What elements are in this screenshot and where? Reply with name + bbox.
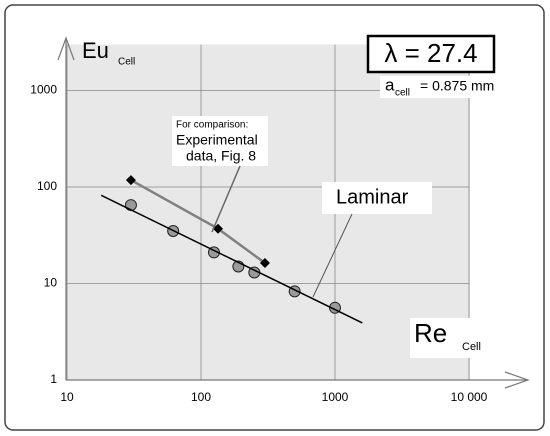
laminar-label: Laminar xyxy=(336,186,409,208)
note-line: Experimental xyxy=(176,132,258,148)
y-tick-label: 10 xyxy=(44,276,58,290)
x-tick-label: 100 xyxy=(191,390,211,404)
data-point xyxy=(213,223,224,234)
y-label-sub: Cell xyxy=(118,57,135,68)
y-tick-label: 1000 xyxy=(30,83,57,97)
x-tick-label: 1000 xyxy=(322,390,349,404)
x-arrow xyxy=(504,371,530,389)
y-arrow xyxy=(57,36,75,61)
data-point xyxy=(259,258,270,269)
a-box xyxy=(380,76,510,98)
lambda: λ = 27.4 xyxy=(384,38,477,68)
laminar-box xyxy=(322,182,432,214)
a-main: a xyxy=(385,75,395,94)
x-label-box xyxy=(410,318,500,358)
a-value: = 0.875 mm xyxy=(420,78,494,94)
x-tick-label: 10 000 xyxy=(451,390,488,404)
y-label: Eu xyxy=(82,38,109,63)
note-pointer xyxy=(211,165,241,233)
a-sub: cell xyxy=(395,88,410,99)
laminar-pointer xyxy=(312,213,353,298)
x-tick-label: 10 xyxy=(60,390,74,404)
series-line xyxy=(100,194,363,324)
y-tick-label: 100 xyxy=(37,179,57,193)
note-box xyxy=(172,116,268,166)
y-tick-label: 1 xyxy=(50,372,57,386)
note-line: For comparison: xyxy=(176,120,248,131)
x-label-sub: Cell xyxy=(462,341,481,353)
x-label: Re xyxy=(414,318,447,348)
note-line: data, Fig. 8 xyxy=(186,148,256,164)
data-point xyxy=(124,199,137,212)
data-point xyxy=(125,175,136,186)
lambda-box xyxy=(366,34,496,74)
